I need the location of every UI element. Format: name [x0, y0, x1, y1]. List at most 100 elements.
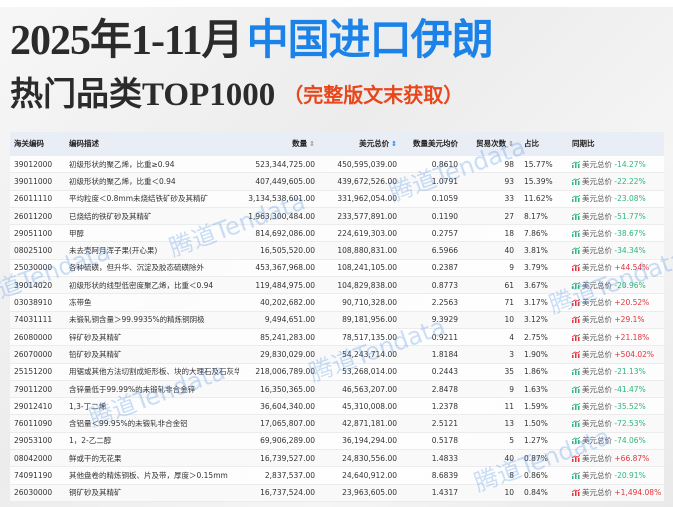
- yoy-label: 美元总价: [582, 419, 612, 429]
- cell-count: 13: [504, 419, 514, 429]
- cell-code: 39011000: [14, 176, 53, 186]
- trend-up-icon: [572, 489, 580, 497]
- cell-code: 74091190: [14, 470, 53, 480]
- trend-down-icon: [572, 229, 580, 237]
- trend-down-icon: [572, 402, 580, 410]
- cell-qty: 523,344,725.00: [255, 159, 315, 169]
- trend-up-icon: [572, 454, 580, 462]
- cell-share: 0.84%: [524, 488, 548, 498]
- sort-icon[interactable]: ⇕: [391, 140, 397, 148]
- yoy-value: -35.52%: [614, 401, 646, 411]
- cell-yoy: 美元总价 +29.1%: [568, 314, 664, 325]
- trend-up-icon: [572, 264, 580, 272]
- cell-count: 5: [509, 436, 514, 446]
- table-row[interactable]: 26011200 已烧结的铁矿砂及其精矿 1,963,300,484.00 233,5…: [10, 207, 664, 226]
- table-row[interactable]: 26070000 铅矿砂及其精矿 29,830,029.00 54,243,714.0…: [10, 346, 664, 364]
- trend-down-icon: [572, 471, 580, 479]
- subtitle-note: （完整版文末获取）: [283, 85, 464, 107]
- table-row[interactable]: 29012410 1,3-丁二烯 36,604,340.00 45,310,008.0…: [10, 398, 664, 416]
- cell-count: 27: [504, 211, 514, 221]
- cell-unit: 2.8478: [431, 384, 458, 394]
- cell-unit: 1.2378: [431, 401, 458, 411]
- cell-yoy: 美元总价 -41.47%: [568, 384, 664, 395]
- table-row[interactable]: 39012000 初级形状的聚乙烯，比重≥0.94 523,344,725.00 45…: [10, 156, 664, 174]
- cell-yoy: 美元总价 -23.08%: [568, 193, 664, 204]
- table-row[interactable]: 39011000 初级形状的聚乙烯，比重＜0.94 407,449,605.00 43…: [10, 173, 664, 191]
- table-row[interactable]: 74091190 其他盘卷的精炼铜板、片及带，厚度＞0.15mm 2,837,537…: [10, 467, 664, 485]
- table-row[interactable]: 26011110 平均粒度＜0.8mm未烧结铁矿砂及其精矿 3,134,538,60…: [10, 191, 664, 208]
- cell-unit: 9.3929: [431, 315, 458, 325]
- trend-down-icon: [572, 281, 580, 289]
- table-row[interactable]: 74031111 未锻轧铜含量＞99.9935%的精炼铜阴极 9,494,651.0…: [10, 311, 664, 329]
- cell-yoy: 美元总价 +44.54%: [568, 262, 664, 273]
- header-unit: 数量美元均价: [413, 139, 458, 148]
- yoy-label: 美元总价: [582, 298, 612, 308]
- cell-code: 08025100: [14, 246, 53, 256]
- cell-desc: 含锌量低于99.99%的未锻轧非合金锌: [69, 384, 196, 394]
- table-row[interactable]: 79011200 含锌量低于99.99%的未锻轧非合金锌 16,350,365.00…: [10, 380, 664, 399]
- cell-usd: 46,563,207.00: [342, 384, 397, 394]
- cell-unit: 1.0791: [431, 176, 458, 186]
- yoy-value: -14.27%: [614, 159, 646, 169]
- cell-desc: 1，2-乙二醇: [69, 436, 112, 446]
- yoy-value: -20.91%: [614, 470, 646, 480]
- cell-desc: 1,3-丁二烯: [69, 401, 107, 411]
- table-row[interactable]: 26030000 铜矿砂及其精矿 16,737,524.00 23,963,605.0…: [10, 484, 664, 502]
- cell-share: 1.63%: [524, 384, 548, 394]
- cell-unit: 0.2757: [431, 228, 458, 238]
- yoy-value: +20.52%: [614, 298, 650, 308]
- cell-qty: 16,737,524.00: [260, 488, 315, 498]
- cell-usd: 42,871,181.00: [342, 419, 397, 429]
- header-count[interactable]: 贸易次数 ⇕: [458, 138, 514, 149]
- cell-share: 1.59%: [524, 401, 548, 411]
- cell-qty: 16,505,520.00: [260, 246, 315, 256]
- cell-count: 61: [504, 280, 514, 290]
- table-row[interactable]: 25151200 用锯或其他方法切割成矩形板、块的大理石及石灰华 218,006,7…: [10, 364, 664, 381]
- cell-unit: 2.5121: [431, 419, 458, 429]
- cell-desc: 铜矿砂及其精矿: [69, 488, 122, 498]
- header-code: 海关编码: [14, 139, 44, 148]
- header-qty[interactable]: 数量 ⇕: [239, 138, 315, 149]
- sort-icon[interactable]: ⇕: [508, 140, 514, 148]
- cell-usd: 439,672,526.00: [337, 176, 397, 186]
- cell-usd: 36,194,294.00: [342, 436, 397, 446]
- header-yoy: 同期比: [572, 139, 595, 148]
- table-row[interactable]: 39014020 初级形状的线型低密度聚乙烯，比重＜0.94 119,484,975…: [10, 277, 664, 295]
- table-row[interactable]: 29053100 1，2-乙二醇 69,906,289.00 36,194,294.0…: [10, 433, 664, 451]
- cell-share: 1.86%: [524, 367, 548, 377]
- table-row[interactable]: 76011090 含铝量＜99.95%的未锻轧非合金铝 17,065,807.00 4…: [10, 415, 664, 433]
- cell-share: 1.27%: [524, 436, 548, 446]
- cell-share: 3.79%: [524, 263, 548, 273]
- cell-code: 26011110: [14, 194, 53, 204]
- yoy-label: 美元总价: [582, 436, 612, 446]
- cell-qty: 1,963,300,484.00: [248, 211, 315, 221]
- header-usd[interactable]: 美元总价 ⇕: [315, 138, 397, 149]
- cell-count: 10: [504, 315, 514, 325]
- table-row[interactable]: 03038910 冻带鱼 40,202,682.00 90,710,328.00 2.2…: [10, 294, 664, 312]
- table-row[interactable]: 08025100 未去壳阿月浑子果(开心果) 16,505,520.00 108,88…: [10, 242, 664, 260]
- cell-desc: 其他盘卷的精炼铜板、片及带，厚度＞0.15mm: [69, 470, 228, 480]
- trend-up-icon: [572, 333, 580, 341]
- table-row[interactable]: 26080000 锌矿砂及其精矿 85,241,283.00 78,517,135.0…: [10, 329, 664, 347]
- cell-share: 3.81%: [524, 246, 548, 256]
- cell-desc: 各种硫磺，但升华、沉淀及胶态硫磺除外: [69, 263, 204, 273]
- cell-qty: 407,449,605.00: [255, 176, 315, 186]
- cell-code: 29012410: [14, 401, 53, 411]
- table-row[interactable]: 25030000 各种硫磺，但升华、沉淀及胶态硫磺除外 453,367,968.00…: [10, 260, 664, 278]
- yoy-label: 美元总价: [582, 384, 612, 394]
- cell-code: 08042000: [14, 453, 53, 463]
- table-row[interactable]: 29051100 甲醇 814,692,086.00 224,619,303.00 0.…: [10, 225, 664, 243]
- trend-down-icon: [572, 385, 580, 393]
- cell-code: 26070000: [14, 349, 53, 359]
- yoy-label: 美元总价: [582, 453, 612, 463]
- trend-up-icon: [572, 299, 580, 307]
- cell-code: 26030000: [14, 488, 53, 498]
- yoy-value: -34.34%: [614, 246, 646, 256]
- table-row[interactable]: 08042000 鲜或干的无花果 16,739,527.00 24,830,556.0…: [10, 450, 664, 468]
- cell-code: 03038910: [14, 298, 53, 308]
- cell-count: 8: [509, 470, 514, 480]
- cell-unit: 8.6839: [431, 470, 458, 480]
- cell-usd: 89,181,956.00: [342, 315, 397, 325]
- sort-icon[interactable]: ⇕: [309, 140, 315, 148]
- cell-yoy: 美元总价 -22.22%: [568, 176, 664, 187]
